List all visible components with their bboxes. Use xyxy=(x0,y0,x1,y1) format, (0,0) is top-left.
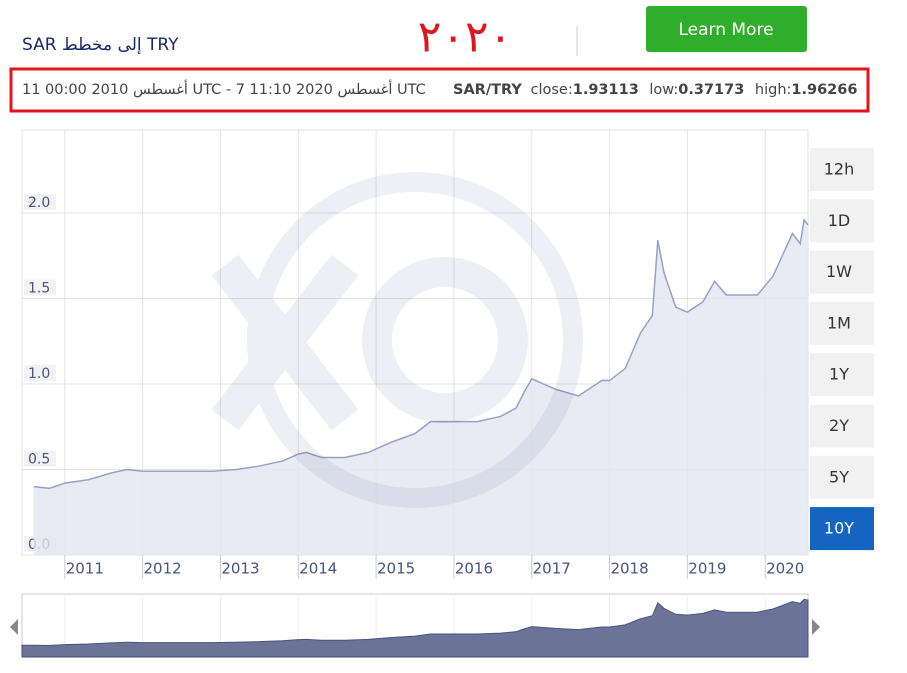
low-value: 0.37173 xyxy=(678,82,744,98)
x-tick-label: 2013 xyxy=(221,560,259,578)
range-button[interactable] xyxy=(810,148,874,191)
range-button-label[interactable]: 1W xyxy=(826,262,852,281)
range-button[interactable] xyxy=(810,250,874,294)
navigator-area xyxy=(21,598,809,658)
low-label: low: xyxy=(649,82,678,98)
x-tick-label: 2016 xyxy=(455,560,493,578)
x-tick-label: 2019 xyxy=(688,560,726,578)
y-tick-label: 1.5 xyxy=(28,280,50,296)
close-value: 1.93113 xyxy=(573,82,639,98)
year-annotation: ٢٠٢٠ xyxy=(418,12,513,63)
watermark-x xyxy=(211,254,359,431)
chart-title: SAR إلى مخطط TRY xyxy=(22,35,179,55)
range-button-label[interactable]: 10Y xyxy=(824,519,854,538)
x-tick-label: 2020 xyxy=(766,560,804,578)
area-fill xyxy=(33,219,808,555)
high-label: high: xyxy=(755,82,792,98)
x-tick-label: 2011 xyxy=(66,560,104,578)
close-label: close: xyxy=(531,82,573,98)
x-tick-label: 2014 xyxy=(299,560,337,578)
x-tick-label: 2015 xyxy=(377,560,415,578)
range-button-label[interactable]: 1Y xyxy=(829,365,849,384)
highlight-box xyxy=(9,67,870,113)
x-tick-label: 2018 xyxy=(610,560,648,578)
range-button[interactable] xyxy=(810,455,874,499)
watermark-e xyxy=(362,257,528,423)
range-button-label[interactable]: 5Y xyxy=(829,467,849,486)
watermark xyxy=(211,172,583,508)
range-button-label[interactable]: 1D xyxy=(828,211,851,230)
x-tick-label: 2017 xyxy=(533,560,571,578)
x-tick-label: 2012 xyxy=(144,560,182,578)
y-tick-label: 1.0 xyxy=(28,366,50,382)
range-button[interactable] xyxy=(810,507,874,551)
price-line xyxy=(33,217,809,490)
info-line: 11 00:00 2010 أغسطس UTC - 7 11:10 2020 أ… xyxy=(22,79,857,98)
range-buttons: 12h 1D 1W 1M 1Y 2Y 5Y 10Y xyxy=(810,148,874,551)
range-button[interactable] xyxy=(810,353,874,397)
date-range: 11 00:00 2010 أغسطس UTC - 7 11:10 2020 أ… xyxy=(22,79,426,98)
high-value: 1.96266 xyxy=(791,82,857,98)
y-tick-bg xyxy=(24,193,56,210)
navigator-handle[interactable] xyxy=(10,619,18,635)
navigator-handle[interactable] xyxy=(812,619,820,635)
y-tick-label: 2.0 xyxy=(28,195,50,211)
range-button-label[interactable]: 2Y xyxy=(829,416,849,435)
range-button[interactable] xyxy=(810,199,874,243)
pair: SAR/TRY xyxy=(453,82,522,98)
learn-more-button[interactable] xyxy=(646,6,807,52)
range-button[interactable] xyxy=(810,404,874,448)
y-tick-bg xyxy=(24,450,56,467)
y-tick-label: 0.5 xyxy=(28,451,50,467)
y-tick-bg xyxy=(24,364,56,381)
range-button[interactable] xyxy=(810,301,874,345)
range-button-label[interactable]: 12h xyxy=(824,160,855,179)
plot: 0.00.51.01.52.02011201220132014201520162… xyxy=(22,130,809,579)
learn-more-text[interactable]: Learn More xyxy=(678,20,773,40)
watermark-ring xyxy=(247,172,583,508)
watermark-x xyxy=(211,254,359,431)
y-tick-bg xyxy=(24,279,56,296)
range-button-label[interactable]: 1M xyxy=(827,313,851,332)
